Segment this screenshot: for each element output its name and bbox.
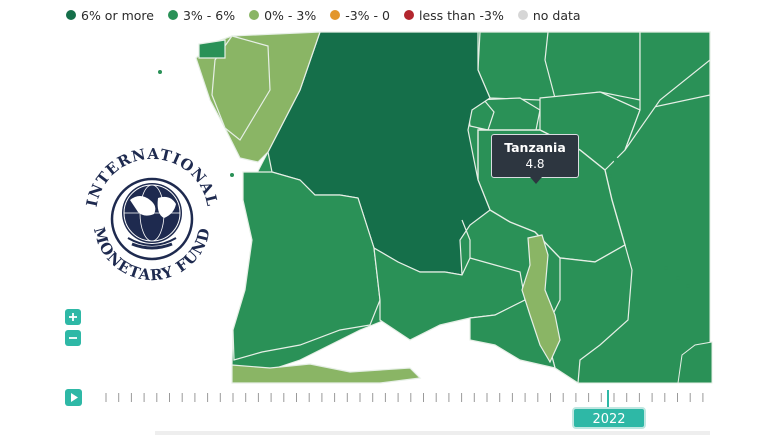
legend-swatch (403, 10, 414, 20)
island (676, 276, 680, 280)
region-namibia[interactable] (231, 363, 422, 384)
legend-label: -3% - 0 (345, 7, 390, 23)
legend-swatch (249, 10, 260, 20)
legend-item-0-to-3[interactable]: 0% - 3% (249, 8, 316, 23)
island (686, 284, 690, 288)
region-gabon-inner[interactable] (211, 35, 271, 141)
legend-swatch (517, 10, 528, 20)
legend-item-minus3-to-0[interactable]: -3% - 0 (330, 8, 390, 23)
map-tooltip: Tanzania 4.8 (491, 134, 579, 184)
tooltip-country-name: Tanzania (504, 140, 566, 155)
legend-swatch (330, 10, 341, 20)
region-northeast-2[interactable] (544, 31, 641, 101)
island (230, 173, 234, 177)
lake-line (461, 219, 471, 258)
legend-label: 0% - 3% (264, 7, 317, 23)
zoom-out-button[interactable] (65, 330, 81, 346)
legend-item-less-than-minus3[interactable]: less than -3% (403, 7, 504, 23)
map-legend: 6% or more 3% - 6% 0% - 3% -3% - 0 less … (66, 6, 581, 24)
region-somalia[interactable] (624, 31, 711, 151)
island (664, 266, 668, 270)
island (158, 70, 162, 74)
legend-swatch (66, 10, 76, 20)
tooltip-value: 4.8 (525, 157, 545, 171)
legend-swatch (167, 10, 178, 20)
timeline-slider[interactable] (98, 390, 710, 410)
legend-label: less than -3% (418, 7, 504, 23)
legend-label: 3% - 6% (182, 7, 236, 23)
legend-label: 6% or more (81, 7, 154, 23)
play-icon (71, 393, 78, 402)
imf-logo: INTERNATIONAL MONETARY FUND (83, 145, 221, 284)
region-madagascar[interactable] (677, 341, 713, 384)
region-equatorial-guinea[interactable] (198, 39, 226, 59)
timeline-base-bar (155, 431, 710, 435)
year-selector[interactable]: 2022 (572, 407, 646, 429)
island (613, 157, 619, 163)
region-angola[interactable] (232, 171, 381, 361)
play-button[interactable] (65, 389, 82, 406)
region-malawi[interactable] (521, 234, 561, 364)
legend-item-3-to-6[interactable]: 3% - 6% (167, 7, 236, 23)
legend-label: no data (532, 7, 581, 23)
minus-icon (69, 337, 77, 339)
legend-item-6-or-more[interactable]: 6% or more (66, 8, 154, 23)
island (608, 174, 612, 178)
legend-item-no-data[interactable]: no data (517, 7, 581, 23)
plus-icon (69, 313, 77, 321)
zoom-in-button[interactable] (65, 309, 81, 325)
region-zambia[interactable] (373, 246, 526, 341)
